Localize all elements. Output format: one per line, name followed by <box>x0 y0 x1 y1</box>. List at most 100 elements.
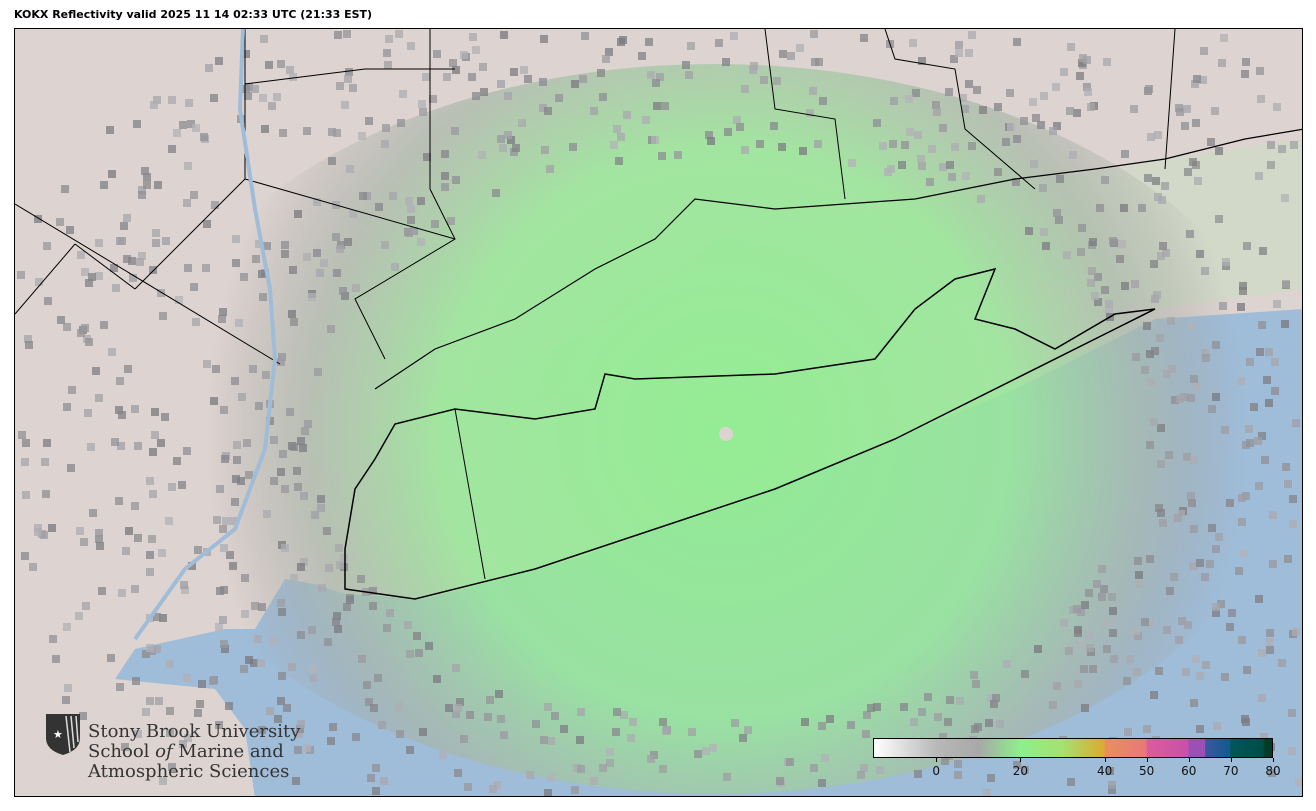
clutter-pixel <box>1278 659 1286 667</box>
clutter-pixel <box>1132 627 1140 635</box>
clutter-pixel <box>1074 680 1082 688</box>
clutter-pixel <box>313 198 321 206</box>
clutter-pixel <box>551 712 559 720</box>
clutter-pixel <box>192 318 200 326</box>
clutter-pixel <box>369 602 377 610</box>
clutter-pixel <box>597 69 605 77</box>
clutter-pixel <box>92 367 100 375</box>
clutter-pixel <box>359 192 367 200</box>
clutter-pixel <box>1066 107 1074 115</box>
clutter-pixel <box>1141 618 1149 626</box>
clutter-pixel <box>1213 722 1221 730</box>
clutter-pixel <box>162 237 170 245</box>
radar-map[interactable] <box>14 28 1303 797</box>
clutter-pixel <box>599 93 607 101</box>
clutter-pixel <box>232 475 240 483</box>
logo-line-3: Atmospheric Sciences <box>88 761 290 782</box>
clutter-pixel <box>705 131 713 139</box>
clutter-pixel <box>1178 617 1186 625</box>
clutter-pixel <box>1226 499 1234 507</box>
clutter-pixel <box>168 145 176 153</box>
clutter-pixel <box>1060 619 1068 627</box>
clutter-pixel <box>21 458 29 466</box>
clutter-pixel <box>286 408 294 416</box>
clutter-pixel <box>290 318 298 326</box>
clutter-pixel <box>449 59 457 67</box>
clutter-pixel <box>910 718 918 726</box>
clutter-pixel <box>81 324 89 332</box>
clutter-pixel <box>277 60 285 68</box>
clutter-pixel <box>620 711 628 719</box>
clutter-pixel <box>1103 645 1111 653</box>
clutter-pixel <box>914 131 922 139</box>
clutter-pixel <box>221 455 229 463</box>
clutter-pixel <box>108 170 116 178</box>
clutter-pixel <box>243 439 251 447</box>
clutter-pixel <box>278 672 286 680</box>
clutter-pixel <box>480 88 488 96</box>
clutter-pixel <box>847 721 855 729</box>
clutter-pixel <box>1267 161 1275 169</box>
clutter-pixel <box>1202 661 1210 669</box>
clutter-pixel <box>1201 349 1209 357</box>
clutter-pixel <box>773 77 781 85</box>
clutter-pixel <box>336 561 344 569</box>
clutter-pixel <box>987 774 995 782</box>
clutter-pixel <box>1186 230 1194 238</box>
clutter-pixel <box>281 544 289 552</box>
clutter-pixel <box>134 730 142 738</box>
clutter-pixel <box>1146 350 1154 358</box>
clutter-pixel <box>715 39 723 47</box>
clutter-pixel <box>419 108 427 116</box>
clutter-pixel <box>540 736 548 744</box>
clutter-pixel <box>645 38 653 46</box>
clutter-pixel <box>333 129 341 137</box>
clutter-pixel <box>1079 54 1087 62</box>
clutter-pixel <box>688 728 696 736</box>
clutter-pixel <box>1118 240 1126 248</box>
clutter-pixel <box>1147 378 1155 386</box>
hudson-river <box>133 29 278 641</box>
clutter-pixel <box>756 140 764 148</box>
clutter-pixel <box>1192 655 1200 663</box>
clutter-pixel <box>1101 176 1109 184</box>
clutter-pixel <box>149 266 157 274</box>
clutter-pixel <box>277 468 285 476</box>
clutter-pixel <box>136 258 144 266</box>
clutter-pixel <box>433 50 441 58</box>
clutter-pixel <box>965 49 973 57</box>
clutter-pixel <box>472 46 480 54</box>
clutter-pixel <box>1078 59 1086 67</box>
clutter-pixel <box>258 726 266 734</box>
clutter-pixel <box>146 551 154 559</box>
clutter-pixel <box>413 632 421 640</box>
clutter-pixel <box>346 165 354 173</box>
clutter-pixel <box>451 127 459 135</box>
clutter-pixel <box>1013 135 1021 143</box>
clutter-pixel <box>1120 204 1128 212</box>
clutter-pixel <box>730 32 738 40</box>
clutter-pixel <box>178 481 186 489</box>
clutter-pixel <box>1190 525 1198 533</box>
clutter-pixel <box>116 683 124 691</box>
clutter-pixel <box>1089 665 1097 673</box>
clutter-pixel <box>220 586 228 594</box>
clutter-pixel <box>407 42 415 50</box>
clutter-pixel <box>1238 518 1246 526</box>
clutter-pixel <box>317 504 325 512</box>
clutter-pixel <box>211 201 219 209</box>
clutter-pixel <box>1094 273 1102 281</box>
clutter-pixel <box>221 645 229 653</box>
clutter-pixel <box>826 715 834 723</box>
clutter-pixel <box>168 483 176 491</box>
clutter-pixel <box>1116 255 1124 263</box>
clutter-pixel <box>152 239 160 247</box>
clutter-pixel <box>951 143 959 151</box>
svg-text:★: ★ <box>53 728 63 741</box>
clutter-pixel <box>560 725 568 733</box>
clutter-pixel <box>1134 557 1142 565</box>
long-island-coastline <box>344 267 1156 600</box>
clutter-pixel <box>540 35 548 43</box>
clutter-pixel <box>1144 174 1152 182</box>
clutter-pixel <box>334 625 342 633</box>
